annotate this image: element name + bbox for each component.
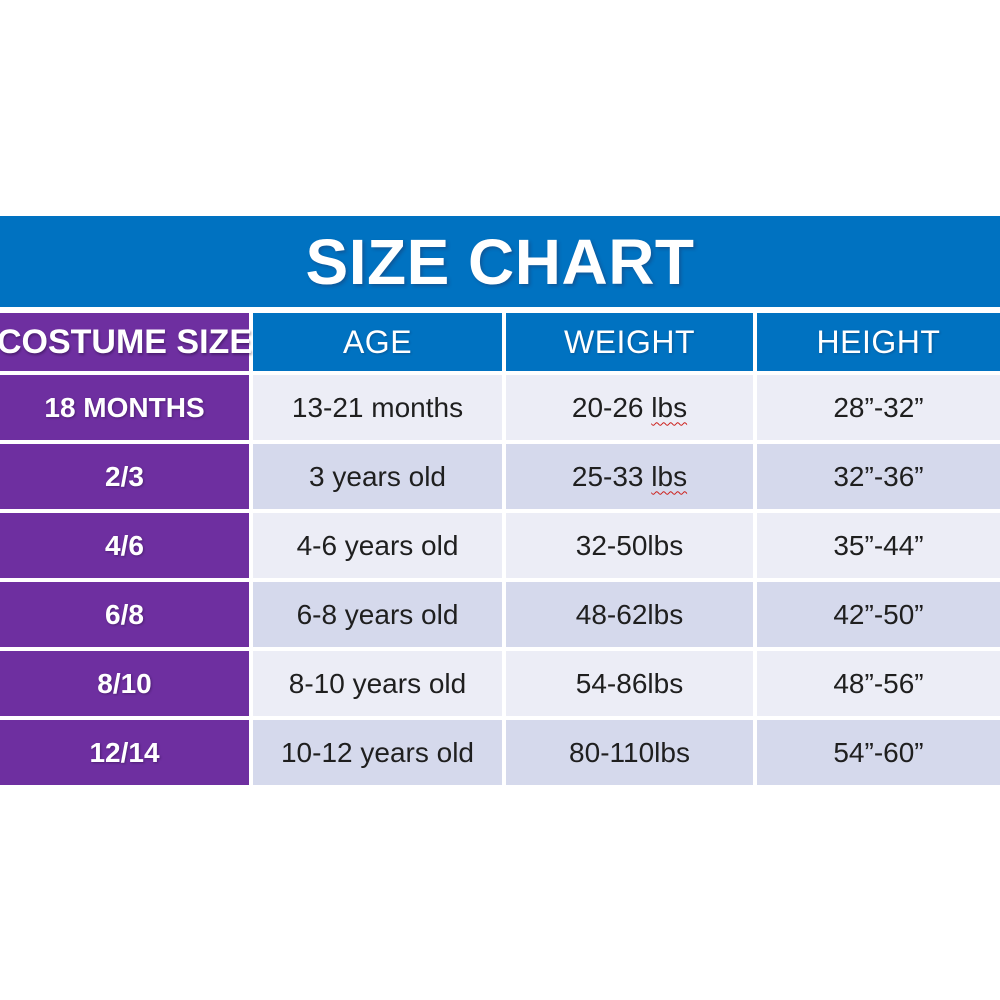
header-cell-age: AGE <box>253 313 502 371</box>
weight-range: 80-110 <box>569 736 655 768</box>
weight-range: 48-62 <box>575 598 648 630</box>
cell-costume-size: 8/10 <box>0 651 249 716</box>
weight-unit: lbs <box>651 460 688 492</box>
cell-costume-size: 12/14 <box>0 720 249 785</box>
header-cell-height: HEIGHT <box>757 313 1000 371</box>
cell-age: 8-10 years old <box>253 651 502 716</box>
weight-unit: lbs <box>651 391 688 423</box>
cell-height: 35”-44” <box>757 513 1000 578</box>
cell-age: 4-6 years old <box>253 513 502 578</box>
size-table: COSTUME SIZE AGE WEIGHT HEIGHT 18 MONTHS… <box>0 313 1000 785</box>
cell-height: 28”-32” <box>757 375 1000 440</box>
weight-range: 54-86 <box>575 667 648 699</box>
weight-range: 32-50 <box>575 529 648 561</box>
title-band: SIZE CHART <box>0 216 1000 307</box>
cell-weight: 54-86 lbs <box>506 651 753 716</box>
cell-costume-size: 4/6 <box>0 513 249 578</box>
weight-range: 20-26 <box>571 391 644 423</box>
cell-weight: 48-62 lbs <box>506 582 753 647</box>
cell-age: 13-21 months <box>253 375 502 440</box>
weight-unit: lbs <box>647 667 684 699</box>
cell-age: 10-12 years old <box>253 720 502 785</box>
cell-costume-size: 18 MONTHS <box>0 375 249 440</box>
cell-height: 32”-36” <box>757 444 1000 509</box>
cell-weight: 32-50 lbs <box>506 513 753 578</box>
header-cell-costume-size: COSTUME SIZE <box>0 313 252 371</box>
weight-unit: lbs <box>647 598 684 630</box>
weight-unit: lbs <box>647 529 684 561</box>
cell-height: 54”-60” <box>757 720 1000 785</box>
cell-costume-size: 6/8 <box>0 582 249 647</box>
page-title: SIZE CHART <box>305 225 695 298</box>
weight-range: 25-33 <box>571 460 644 492</box>
cell-weight: 25-33 lbs <box>506 444 753 509</box>
weight-unit: lbs <box>654 736 690 768</box>
cell-age: 6-8 years old <box>253 582 502 647</box>
cell-weight: 80-110 lbs <box>506 720 753 785</box>
cell-weight: 20-26 lbs <box>506 375 753 440</box>
cell-height: 48”-56” <box>757 651 1000 716</box>
cell-age: 3 years old <box>253 444 502 509</box>
header-cell-weight: WEIGHT <box>506 313 753 371</box>
cell-costume-size: 2/3 <box>0 444 249 509</box>
cell-height: 42”-50” <box>757 582 1000 647</box>
